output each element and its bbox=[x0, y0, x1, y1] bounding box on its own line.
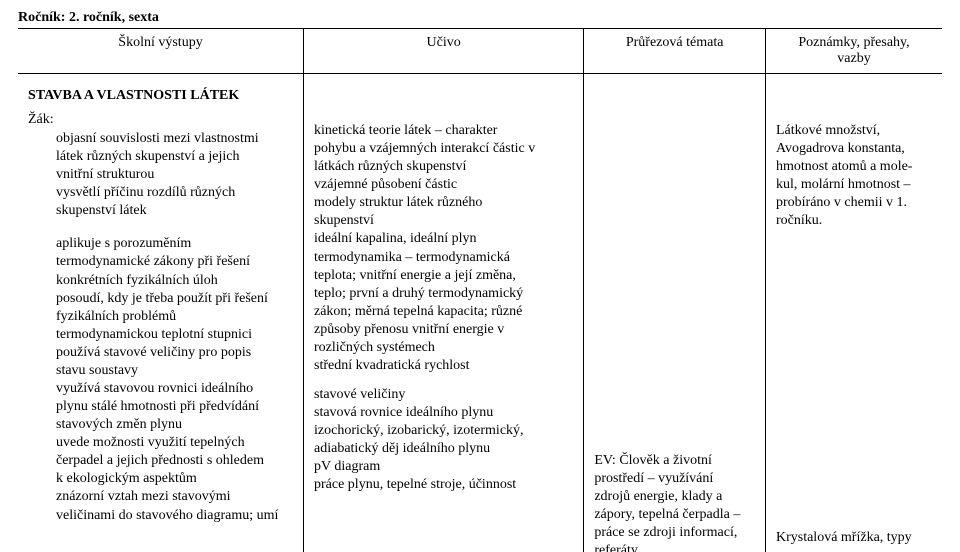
list-item: rozličných systémech bbox=[314, 339, 573, 356]
list-item: hmotnost atomů a mole- bbox=[776, 158, 932, 175]
list-item: zdrojů energie, klady a bbox=[594, 488, 755, 505]
curriculum-block-2: stavové veličiny stavová rovnice ideální… bbox=[314, 386, 573, 493]
section-heading: STAVBA A VLASTNOSTI LÁTEK bbox=[28, 82, 293, 112]
list-item: k ekologickým aspektům bbox=[56, 470, 293, 487]
outputs-list: objasní souvislosti mezi vlastnostmi lát… bbox=[28, 130, 293, 524]
list-item: ročníku. bbox=[776, 212, 932, 229]
list-item: látek různých skupenství a jejich bbox=[56, 148, 293, 165]
list-item: teplota; vnitřní energie a její změna, bbox=[314, 267, 573, 284]
notes-block-2: Krystalová mřížka, typy bbox=[776, 530, 932, 546]
list-item: skupenství bbox=[314, 212, 573, 229]
notes-block-1: Látkové množství, Avogadrova konstanta, … bbox=[776, 122, 932, 229]
list-item: termodynamickou teplotní stupnici bbox=[56, 326, 293, 343]
list-item: způsoby přenosu vnitřní energie v bbox=[314, 321, 573, 338]
list-item: ideální kapalina, ideální plyn bbox=[314, 230, 573, 247]
list-item: kul, molární hmotnost – bbox=[776, 176, 932, 193]
list-item bbox=[56, 220, 293, 234]
list-item: izochorický, izobarický, izotermický, bbox=[314, 422, 573, 439]
header-curriculum: Učivo bbox=[304, 29, 584, 74]
list-item: zápory, tepelná čerpadla – bbox=[594, 506, 755, 523]
list-item: stavu soustavy bbox=[56, 362, 293, 379]
list-item: čerpadel a jejich přednosti s ohledem bbox=[56, 452, 293, 469]
curriculum-block-1: kinetická teorie látek – charakter pohyb… bbox=[314, 122, 573, 374]
list-item: plynu stálé hmotnosti při předvídání bbox=[56, 398, 293, 415]
list-item: využívá stavovou rovnici ideálního bbox=[56, 380, 293, 397]
list-item: veličinami do stavového diagramu; umí bbox=[56, 507, 293, 524]
list-item: aplikuje s porozuměním bbox=[56, 235, 293, 252]
header-notes-line2: vazby bbox=[770, 51, 938, 67]
list-item: zákon; měrná tepelná kapacita; různé bbox=[314, 303, 573, 320]
list-item: vzájemné působení částic bbox=[314, 176, 573, 193]
list-item: objasní souvislosti mezi vlastnostmi bbox=[56, 130, 293, 147]
list-item: termodynamika – termodynamická bbox=[314, 249, 573, 266]
cell-cross-topics: EV: Člověk a životní prostředí – využívá… bbox=[584, 74, 766, 552]
table-body-row: STAVBA A VLASTNOSTI LÁTEK Žák: objasní s… bbox=[18, 74, 942, 552]
header-outputs: Školní výstupy bbox=[18, 29, 304, 74]
cell-outputs: STAVBA A VLASTNOSTI LÁTEK Žák: objasní s… bbox=[18, 74, 304, 552]
table-header-row: Školní výstupy Učivo Průřezová témata Po… bbox=[18, 29, 942, 74]
list-item: látkách různých skupenství bbox=[314, 158, 573, 175]
list-item: pV diagram bbox=[314, 458, 573, 475]
list-item: stavová rovnice ideálního plynu bbox=[314, 404, 573, 421]
list-item: stavové veličiny bbox=[314, 386, 573, 403]
cell-notes: Látkové množství, Avogadrova konstanta, … bbox=[765, 74, 942, 552]
list-item: používá stavové veličiny pro popis bbox=[56, 344, 293, 361]
list-item: posoudí, kdy je třeba použít při řešení bbox=[56, 290, 293, 307]
list-item: prostředí – využívání bbox=[594, 470, 755, 487]
list-item: modely struktur látek různého bbox=[314, 194, 573, 211]
list-item: práce se zdroji informací, bbox=[594, 524, 755, 541]
grade-title: Ročník: 2. ročník, sexta bbox=[18, 10, 942, 28]
list-item: střední kvadratická rychlost bbox=[314, 357, 573, 374]
cell-curriculum: kinetická teorie látek – charakter pohyb… bbox=[304, 74, 584, 552]
list-item: Avogadrova konstanta, bbox=[776, 140, 932, 157]
header-notes-line1: Poznámky, přesahy, bbox=[770, 35, 938, 51]
list-item: skupenství látek bbox=[56, 202, 293, 219]
list-item: kinetická teorie látek – charakter bbox=[314, 122, 573, 139]
page: Ročník: 2. ročník, sexta Školní výstupy … bbox=[0, 0, 960, 552]
list-item: Látkové množství, bbox=[776, 122, 932, 139]
list-item: termodynamické zákony při řešení bbox=[56, 253, 293, 270]
list-item: konkrétních fyzikálních úloh bbox=[56, 272, 293, 289]
list-item: znázorní vztah mezi stavovými bbox=[56, 488, 293, 505]
header-notes: Poznámky, přesahy, vazby bbox=[765, 29, 942, 74]
cross-topics-list: EV: Člověk a životní prostředí – využívá… bbox=[594, 452, 755, 552]
list-item: vnitřní strukturou bbox=[56, 166, 293, 183]
list-item: pohybu a vzájemných interakcí částic v bbox=[314, 140, 573, 157]
list-item: vysvětlí příčinu rozdílů různých bbox=[56, 184, 293, 201]
list-item: teplo; první a druhý termodynamický bbox=[314, 285, 573, 302]
list-item: stavových změn plynu bbox=[56, 416, 293, 433]
header-cross-topics: Průřezová témata bbox=[584, 29, 766, 74]
list-item: referáty bbox=[594, 542, 755, 552]
list-item: práce plynu, tepelné stroje, účinnost bbox=[314, 476, 573, 493]
list-item: uvede možnosti využití tepelných bbox=[56, 434, 293, 451]
list-item: adiabatický děj ideálního plynu bbox=[314, 440, 573, 457]
curriculum-table: Školní výstupy Učivo Průřezová témata Po… bbox=[18, 28, 942, 552]
list-item: fyzikálních problémů bbox=[56, 308, 293, 325]
list-item: EV: Člověk a životní bbox=[594, 452, 755, 469]
pupil-label: Žák: bbox=[28, 112, 293, 130]
list-item: probíráno v chemii v 1. bbox=[776, 194, 932, 211]
